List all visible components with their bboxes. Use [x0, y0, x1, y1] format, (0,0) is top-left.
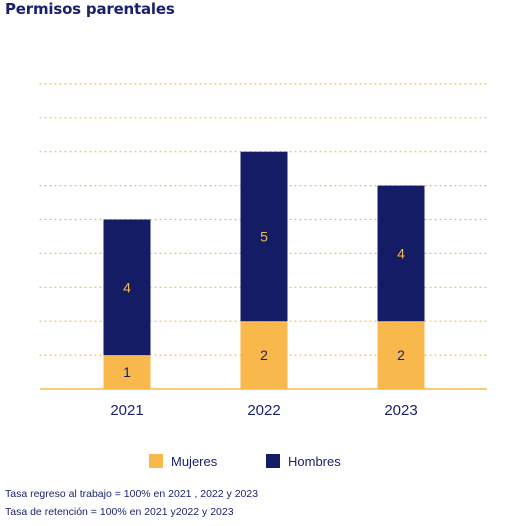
bar-hombres-2021 [103, 219, 151, 356]
data-labels: 1 4 2 5 2 4 [123, 228, 405, 380]
footnote-return-rate: Tasa regreso al trabajo = 100% en 2021 ,… [5, 488, 259, 500]
x-tick-label-2022: 2022 [247, 402, 280, 419]
data-label-mujeres-2021: 1 [123, 364, 131, 380]
bar-hombres-2023 [377, 185, 425, 322]
legend-swatch-hombres [266, 454, 280, 468]
data-label-hombres-2023: 4 [397, 245, 405, 261]
data-label-mujeres-2022: 2 [260, 347, 268, 363]
data-label-hombres-2021: 4 [123, 279, 131, 295]
legend-swatch-mujeres [149, 454, 163, 468]
footnote-retention-rate: Tasa de retención = 100% en 2021 y2022 y… [5, 506, 234, 518]
x-tick-label-2021: 2021 [110, 402, 143, 419]
legend: Mujeres Hombres [149, 454, 341, 469]
legend-label-mujeres: Mujeres [171, 454, 218, 469]
bar-hombres-2022 [240, 151, 288, 322]
data-label-mujeres-2023: 2 [397, 347, 405, 363]
x-axis: 2021 2022 2023 [40, 388, 487, 419]
x-tick-label-2023: 2023 [384, 402, 417, 419]
chart-title: Permisos parentales [5, 0, 175, 18]
bar-mujeres-2023 [377, 321, 425, 389]
legend-label-hombres: Hombres [288, 454, 341, 469]
bar-mujeres-2021 [103, 355, 151, 389]
data-label-hombres-2022: 5 [260, 228, 268, 244]
bar-mujeres-2022 [240, 321, 288, 389]
bars [103, 151, 425, 389]
